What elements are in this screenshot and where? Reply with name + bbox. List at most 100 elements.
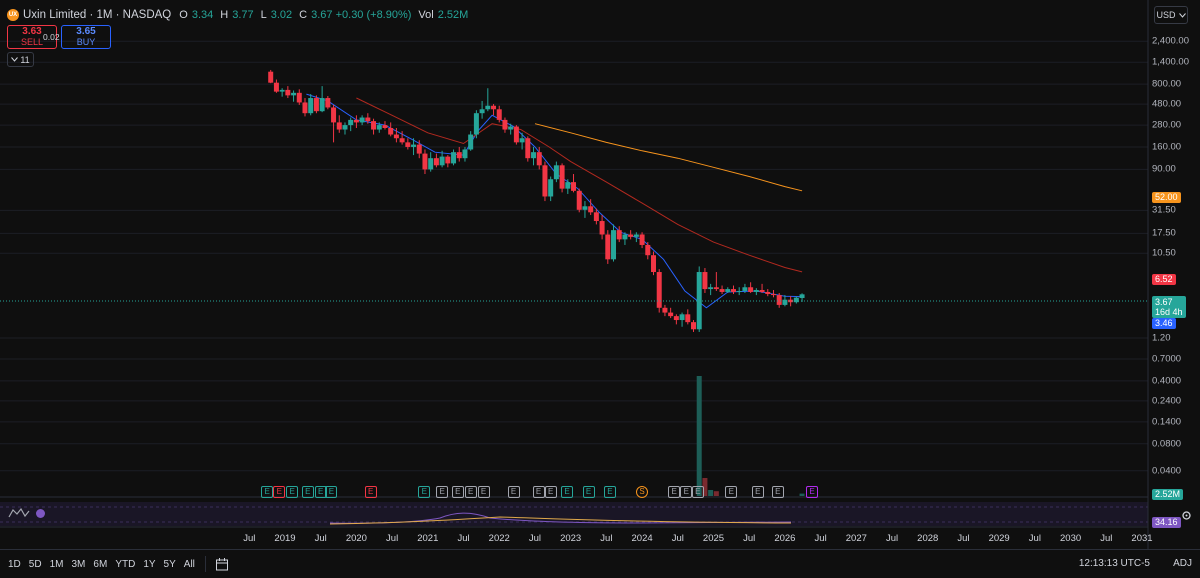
candle-body (399, 138, 405, 143)
sma-mid-badge: 6.52 (1152, 274, 1176, 285)
earnings-marker[interactable]: E (668, 486, 681, 498)
time-axis-label: 2031 (1131, 533, 1153, 544)
price-axis-label: 0.1400 (1152, 416, 1182, 428)
earnings-marker[interactable]: E (603, 486, 616, 498)
grid (0, 40, 1148, 472)
price-chart[interactable] (0, 0, 1200, 549)
split-marker[interactable]: S (636, 486, 649, 498)
price-axis-label: 90.00 (1152, 163, 1176, 175)
earnings-marker[interactable]: E (561, 486, 574, 498)
time-axis-label: Jul (1028, 533, 1041, 544)
earnings-marker[interactable]: E (806, 486, 819, 498)
price-axis-label: 0.0400 (1152, 465, 1182, 477)
range-ytd[interactable]: YTD (115, 558, 136, 570)
time-axis-label: 2019 (274, 533, 296, 544)
symbol-title[interactable]: Uxin Limited · 1M · NASDAQ (23, 9, 172, 21)
candle-body (513, 126, 519, 143)
time-axis-label: Jul (243, 533, 256, 544)
earnings-marker[interactable]: E (751, 486, 764, 498)
candle-body (371, 121, 377, 130)
high-label: H (220, 9, 229, 21)
earnings-marker[interactable]: E (418, 486, 431, 498)
candle-body (645, 244, 651, 256)
earnings-marker[interactable]: E (532, 486, 545, 498)
volume-bar (708, 490, 714, 496)
range-6m[interactable]: 6M (93, 558, 108, 570)
indicator-pane (0, 502, 1148, 526)
open-value: 3.34 (191, 9, 214, 21)
candle-body (639, 234, 645, 245)
candle-body (776, 295, 782, 305)
range-5d[interactable]: 5D (28, 558, 42, 570)
time-axis-label: Jul (1100, 533, 1113, 544)
range-1d[interactable]: 1D (8, 558, 21, 570)
earnings-marker[interactable]: E (691, 486, 704, 498)
earnings-marker[interactable]: E (261, 486, 274, 498)
earnings-marker[interactable]: E (507, 486, 520, 498)
range-5y[interactable]: 5Y (163, 558, 176, 570)
sell-button[interactable]: 3.63 SELL (7, 25, 57, 49)
indicators-toggle[interactable]: 11 (7, 52, 34, 67)
candle-body (451, 152, 457, 164)
range-1m[interactable]: 1M (49, 558, 64, 570)
earnings-marker[interactable]: E (273, 486, 286, 498)
time-axis-label: 2026 (774, 533, 796, 544)
earnings-marker[interactable]: E (325, 486, 338, 498)
candle-body (753, 290, 759, 292)
earnings-marker[interactable]: E (451, 486, 464, 498)
price-axis-label: 31.50 (1152, 204, 1176, 216)
earnings-marker[interactable]: E (771, 486, 784, 498)
candle-body (599, 221, 605, 235)
buy-button[interactable]: 3.65 BUY (61, 25, 111, 49)
earnings-marker[interactable]: E (582, 486, 595, 498)
candle-body (519, 138, 525, 143)
indicator-controls[interactable] (8, 508, 45, 518)
gear-icon[interactable] (1181, 510, 1192, 521)
candle-body (548, 179, 554, 197)
price-axis-label: 1,400.00 (1152, 56, 1189, 68)
currency-selector[interactable]: USD (1154, 6, 1188, 24)
time-axis-label: 2023 (560, 533, 582, 544)
bar-countdown: 16d 4h (1155, 307, 1183, 317)
candle-body (713, 287, 719, 290)
candle-body (313, 98, 319, 112)
candle-body (388, 128, 394, 135)
earnings-marker[interactable]: E (464, 486, 477, 498)
candle-body (291, 92, 297, 96)
candle-body (668, 312, 674, 317)
adj-toggle[interactable]: ADJ (1173, 558, 1192, 569)
spread-value: 0.02 (43, 32, 60, 42)
volume-bar (799, 493, 805, 496)
candles (268, 69, 805, 332)
candle-body (496, 109, 502, 120)
earnings-marker[interactable]: E (477, 486, 490, 498)
candle-body (748, 287, 754, 292)
range-1y[interactable]: 1Y (143, 558, 156, 570)
candle-body (736, 290, 742, 292)
candle-body (565, 182, 571, 189)
candle-body (411, 144, 417, 147)
time-axis-label: 2029 (988, 533, 1010, 544)
calendar-icon[interactable] (215, 557, 229, 571)
earnings-marker[interactable]: E (286, 486, 299, 498)
range-all[interactable]: All (183, 558, 195, 570)
earnings-marker[interactable]: E (364, 486, 377, 498)
candle-body (296, 92, 302, 103)
time-axis-label: Jul (671, 533, 684, 544)
time-axis-label: Jul (314, 533, 327, 544)
candle-body (719, 289, 725, 292)
candle-body (628, 234, 634, 237)
earnings-marker[interactable]: E (544, 486, 557, 498)
price-axis-label: 1.20 (1152, 332, 1171, 344)
earnings-marker[interactable]: E (725, 486, 738, 498)
candle-body (673, 316, 679, 321)
candle-body (393, 134, 399, 139)
clock[interactable]: 12:13:13 UTC-5 (1078, 558, 1150, 569)
earnings-marker[interactable]: E (436, 486, 449, 498)
range-3m[interactable]: 3M (71, 558, 86, 570)
candle-body (485, 105, 491, 110)
earnings-marker[interactable]: E (680, 486, 693, 498)
candle-body (273, 82, 279, 92)
candle-body (416, 144, 422, 154)
earnings-marker[interactable]: E (301, 486, 314, 498)
